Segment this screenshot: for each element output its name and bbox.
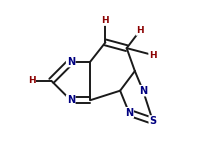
Text: H: H	[148, 50, 156, 60]
Text: N: N	[124, 108, 133, 118]
Text: H: H	[101, 16, 109, 25]
Text: H: H	[136, 26, 143, 35]
Text: N: N	[138, 86, 146, 96]
Text: N: N	[66, 57, 74, 66]
Text: H: H	[28, 76, 35, 85]
Text: N: N	[66, 95, 74, 105]
Text: S: S	[149, 116, 156, 126]
